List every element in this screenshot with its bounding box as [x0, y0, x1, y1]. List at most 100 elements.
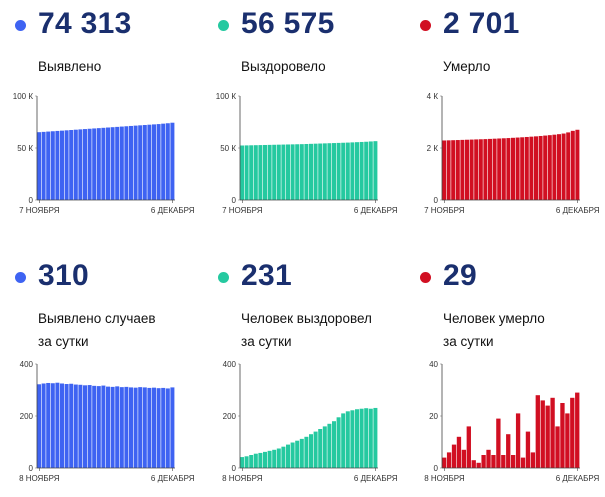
- bar: [156, 388, 161, 468]
- bar: [350, 410, 355, 468]
- x-tick-label: 8 НОЯБРЯ: [424, 474, 465, 483]
- bar: [474, 139, 479, 200]
- daily-recovered-value: 231: [241, 259, 292, 292]
- bar: [496, 418, 501, 468]
- bar: [552, 134, 557, 200]
- bar: [96, 386, 101, 468]
- bar: [486, 449, 491, 468]
- bar: [309, 434, 313, 468]
- bar: [115, 126, 120, 200]
- bar: [263, 451, 267, 468]
- bar: [170, 387, 175, 468]
- daily-cases-label: Выявлено случаев за сутки: [38, 307, 156, 353]
- bar: [566, 132, 571, 200]
- bar: [267, 144, 272, 200]
- label-line-1: Умерло: [443, 59, 491, 74]
- bar: [253, 453, 258, 468]
- bar: [258, 452, 263, 468]
- bar: [501, 455, 506, 468]
- bar: [336, 417, 341, 468]
- bar: [540, 400, 545, 468]
- bar: [152, 387, 156, 468]
- bar: [442, 457, 447, 468]
- x-tick-label: 6 ДЕКАБРЯ: [556, 474, 600, 483]
- daily-deaths-value: 29: [443, 259, 477, 292]
- x-tick-label: 7 НОЯБРЯ: [19, 206, 60, 215]
- bar: [560, 403, 565, 468]
- total-recovered-chart: 0 50 К 100 К 7 НОЯБРЯ 6 ДЕКАБРЯ: [216, 92, 398, 215]
- bar: [471, 460, 476, 468]
- bar: [451, 140, 456, 200]
- bar: [327, 143, 332, 200]
- bar: [483, 139, 488, 200]
- bar: [46, 131, 51, 200]
- bar: [355, 409, 359, 468]
- bar: [295, 440, 300, 468]
- bar: [555, 426, 560, 468]
- bar: [161, 387, 166, 468]
- bar: [244, 456, 249, 468]
- panel-daily-recovered: 231 Человек выздоровел за сутки 0 200 400 8…: [218, 252, 408, 492]
- y-tick-label: 0: [232, 196, 237, 205]
- bar: [538, 135, 543, 200]
- total-deaths-chart: 0 2 К 4 К 7 НОЯБРЯ 6 ДЕКАБРЯ: [424, 92, 600, 215]
- bar: [106, 386, 110, 468]
- bar: [336, 142, 341, 200]
- bar: [106, 127, 110, 200]
- total-cases-label: Выявлено: [38, 55, 101, 78]
- y-tick-label: 200: [223, 412, 237, 421]
- x-tick-label: 7 НОЯБРЯ: [222, 206, 263, 215]
- bar: [73, 129, 78, 200]
- y-tick-label: 20: [429, 412, 438, 421]
- bar: [156, 124, 161, 200]
- legend-dot: [420, 272, 431, 283]
- bar: [309, 143, 313, 200]
- bar: [345, 142, 350, 200]
- bar: [575, 129, 580, 200]
- bar: [481, 455, 486, 468]
- bar: [138, 387, 143, 468]
- bar: [515, 413, 521, 468]
- bar: [465, 139, 469, 200]
- panel-total-deaths: 2 701 Умерло 0 2 К 4 К 7 НОЯБРЯ 6 ДЕКАБРЯ: [420, 0, 605, 240]
- bar: [119, 387, 124, 468]
- y-tick-label: 4 К: [427, 92, 439, 101]
- total-cases-value: 74 313: [38, 7, 132, 40]
- bar: [345, 411, 350, 468]
- bar: [476, 462, 481, 468]
- bar: [87, 128, 92, 200]
- bar: [543, 135, 548, 200]
- bar: [276, 448, 281, 468]
- bar: [529, 136, 534, 200]
- bar: [69, 130, 74, 200]
- bar: [318, 143, 323, 200]
- bar: [535, 395, 540, 468]
- bar: [267, 450, 272, 468]
- bar: [96, 128, 101, 200]
- y-tick-label: 100 К: [13, 92, 34, 101]
- bar: [92, 128, 97, 200]
- bar: [64, 384, 69, 468]
- y-tick-label: 0: [434, 464, 439, 473]
- bar: [165, 123, 170, 200]
- bar: [258, 145, 263, 200]
- bar: [313, 143, 318, 200]
- bar: [124, 386, 129, 468]
- bar: [253, 145, 258, 200]
- bar: [524, 136, 529, 200]
- bar: [55, 382, 60, 468]
- y-tick-label: 100 К: [216, 92, 237, 101]
- label-line-1: Выявлено: [38, 59, 102, 74]
- panel-total-cases: 74 313 Выявлено 0 50 К 100 К 7 НОЯБРЯ 6 ДЕКА…: [13, 0, 205, 240]
- bar: [341, 142, 346, 200]
- bar: [322, 426, 327, 468]
- bar: [455, 140, 460, 200]
- bar: [368, 141, 373, 200]
- bar: [286, 444, 290, 468]
- bar: [286, 144, 290, 200]
- total-cases-chart: 0 50 К 100 К 7 НОЯБРЯ 6 ДЕКАБРЯ: [13, 92, 195, 215]
- bar: [240, 457, 244, 468]
- bar: [373, 407, 378, 468]
- y-tick-label: 0: [29, 196, 34, 205]
- bar: [73, 384, 78, 468]
